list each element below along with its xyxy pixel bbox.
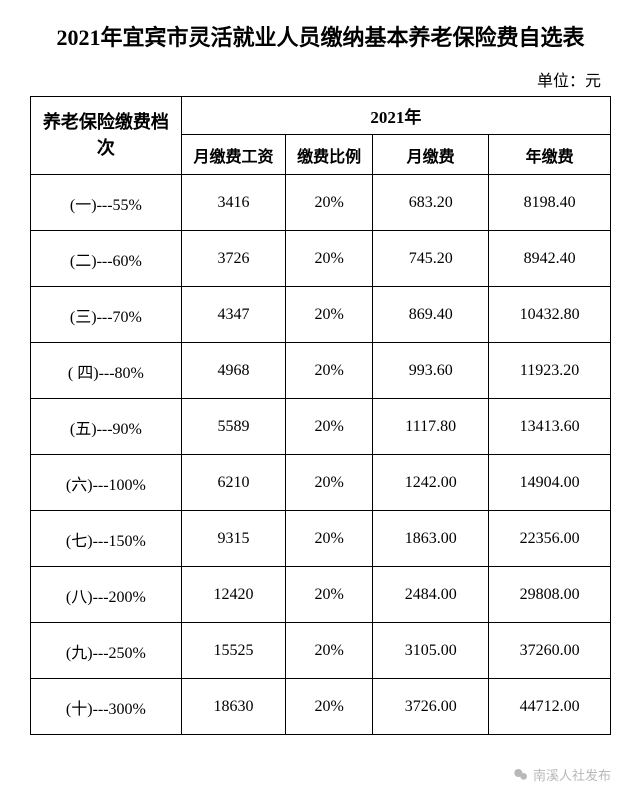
cell-ratio: 20% xyxy=(286,623,373,679)
cell-tier: (九)---250% xyxy=(31,623,182,679)
cell-salary: 3416 xyxy=(181,175,285,231)
cell-salary: 5589 xyxy=(181,399,285,455)
table-row: ( 四)---80%496820%993.6011923.20 xyxy=(31,343,611,399)
cell-yearly: 10432.80 xyxy=(489,287,611,343)
cell-monthly: 2484.00 xyxy=(373,567,489,623)
cell-tier: (一)---55% xyxy=(31,175,182,231)
year-header: 2021年 xyxy=(181,97,610,135)
cell-yearly: 37260.00 xyxy=(489,623,611,679)
cell-ratio: 20% xyxy=(286,399,373,455)
cell-monthly: 869.40 xyxy=(373,287,489,343)
table-row: (七)---150%931520%1863.0022356.00 xyxy=(31,511,611,567)
col-monthly-header: 月缴费 xyxy=(373,135,489,175)
cell-monthly: 1117.80 xyxy=(373,399,489,455)
cell-salary: 12420 xyxy=(181,567,285,623)
cell-yearly: 14904.00 xyxy=(489,455,611,511)
cell-tier: (七)---150% xyxy=(31,511,182,567)
cell-salary: 15525 xyxy=(181,623,285,679)
cell-tier: ( 四)---80% xyxy=(31,343,182,399)
cell-yearly: 11923.20 xyxy=(489,343,611,399)
cell-tier: (八)---200% xyxy=(31,567,182,623)
table-row: (一)---55%341620%683.208198.40 xyxy=(31,175,611,231)
cell-salary: 9315 xyxy=(181,511,285,567)
cell-tier: (五)---90% xyxy=(31,399,182,455)
cell-tier: (二)---60% xyxy=(31,231,182,287)
cell-tier: (三)---70% xyxy=(31,287,182,343)
cell-monthly: 1242.00 xyxy=(373,455,489,511)
cell-ratio: 20% xyxy=(286,287,373,343)
cell-monthly: 1863.00 xyxy=(373,511,489,567)
pension-table: 养老保险缴费档 次 2021年 月缴费工资 缴费比例 月缴费 年缴费 (一)--… xyxy=(30,96,611,735)
watermark: 南溪人社发布 xyxy=(513,765,611,784)
cell-monthly: 993.60 xyxy=(373,343,489,399)
cell-ratio: 20% xyxy=(286,511,373,567)
cell-ratio: 20% xyxy=(286,343,373,399)
table-row: (五)---90%558920%1117.8013413.60 xyxy=(31,399,611,455)
cell-monthly: 683.20 xyxy=(373,175,489,231)
cell-salary: 4968 xyxy=(181,343,285,399)
cell-ratio: 20% xyxy=(286,567,373,623)
page-title: 2021年宜宾市灵活就业人员缴纳基本养老保险费自选表 xyxy=(30,20,611,52)
cell-yearly: 44712.00 xyxy=(489,679,611,735)
cell-ratio: 20% xyxy=(286,175,373,231)
cell-salary: 4347 xyxy=(181,287,285,343)
tier-header: 养老保险缴费档 次 xyxy=(31,97,182,175)
table-row: (九)---250%1552520%3105.0037260.00 xyxy=(31,623,611,679)
table-row: (二)---60%372620%745.208942.40 xyxy=(31,231,611,287)
cell-ratio: 20% xyxy=(286,455,373,511)
col-yearly-header: 年缴费 xyxy=(489,135,611,175)
tier-header-line2: 次 xyxy=(31,136,181,161)
cell-yearly: 8198.40 xyxy=(489,175,611,231)
cell-salary: 6210 xyxy=(181,455,285,511)
cell-tier: (十)---300% xyxy=(31,679,182,735)
cell-monthly: 3105.00 xyxy=(373,623,489,679)
cell-ratio: 20% xyxy=(286,679,373,735)
cell-ratio: 20% xyxy=(286,231,373,287)
cell-salary: 18630 xyxy=(181,679,285,735)
table-row: (三)---70%434720%869.4010432.80 xyxy=(31,287,611,343)
cell-yearly: 22356.00 xyxy=(489,511,611,567)
table-row: (六)---100%621020%1242.0014904.00 xyxy=(31,455,611,511)
table-row: (十)---300%1863020%3726.0044712.00 xyxy=(31,679,611,735)
col-ratio-header: 缴费比例 xyxy=(286,135,373,175)
cell-monthly: 3726.00 xyxy=(373,679,489,735)
unit-label: 单位：元 xyxy=(30,67,611,91)
cell-monthly: 745.20 xyxy=(373,231,489,287)
cell-yearly: 8942.40 xyxy=(489,231,611,287)
wechat-icon xyxy=(513,767,529,783)
watermark-text: 南溪人社发布 xyxy=(533,765,611,784)
cell-salary: 3726 xyxy=(181,231,285,287)
col-salary-header: 月缴费工资 xyxy=(181,135,285,175)
cell-yearly: 29808.00 xyxy=(489,567,611,623)
tier-header-line1: 养老保险缴费档 xyxy=(31,110,181,135)
cell-yearly: 13413.60 xyxy=(489,399,611,455)
table-row: (八)---200%1242020%2484.0029808.00 xyxy=(31,567,611,623)
cell-tier: (六)---100% xyxy=(31,455,182,511)
